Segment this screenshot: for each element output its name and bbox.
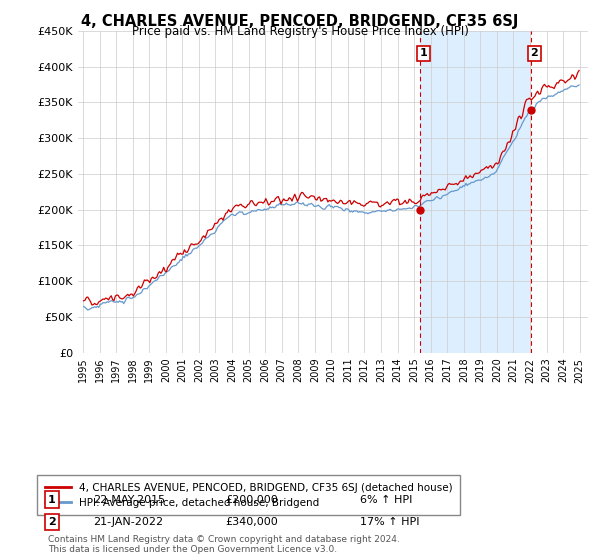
Text: 2: 2	[530, 48, 538, 58]
Text: 6% ↑ HPI: 6% ↑ HPI	[360, 494, 412, 505]
Text: 4, CHARLES AVENUE, PENCOED, BRIDGEND, CF35 6SJ: 4, CHARLES AVENUE, PENCOED, BRIDGEND, CF…	[82, 14, 518, 29]
Text: 21-JAN-2022: 21-JAN-2022	[93, 517, 163, 527]
Text: Price paid vs. HM Land Registry's House Price Index (HPI): Price paid vs. HM Land Registry's House …	[131, 25, 469, 38]
Text: 2: 2	[48, 517, 56, 527]
Bar	[421, 31, 531, 353]
Text: 17% ↑ HPI: 17% ↑ HPI	[360, 517, 419, 527]
Legend: 4, CHARLES AVENUE, PENCOED, BRIDGEND, CF35 6SJ (detached house), HPI: Average pr: 4, CHARLES AVENUE, PENCOED, BRIDGEND, CF…	[37, 475, 460, 515]
Text: £200,000: £200,000	[225, 494, 278, 505]
Text: 22-MAY-2015: 22-MAY-2015	[93, 494, 165, 505]
Text: £340,000: £340,000	[225, 517, 278, 527]
Text: 1: 1	[48, 494, 56, 505]
Text: 1: 1	[420, 48, 428, 58]
Text: Contains HM Land Registry data © Crown copyright and database right 2024.
This d: Contains HM Land Registry data © Crown c…	[48, 535, 400, 554]
